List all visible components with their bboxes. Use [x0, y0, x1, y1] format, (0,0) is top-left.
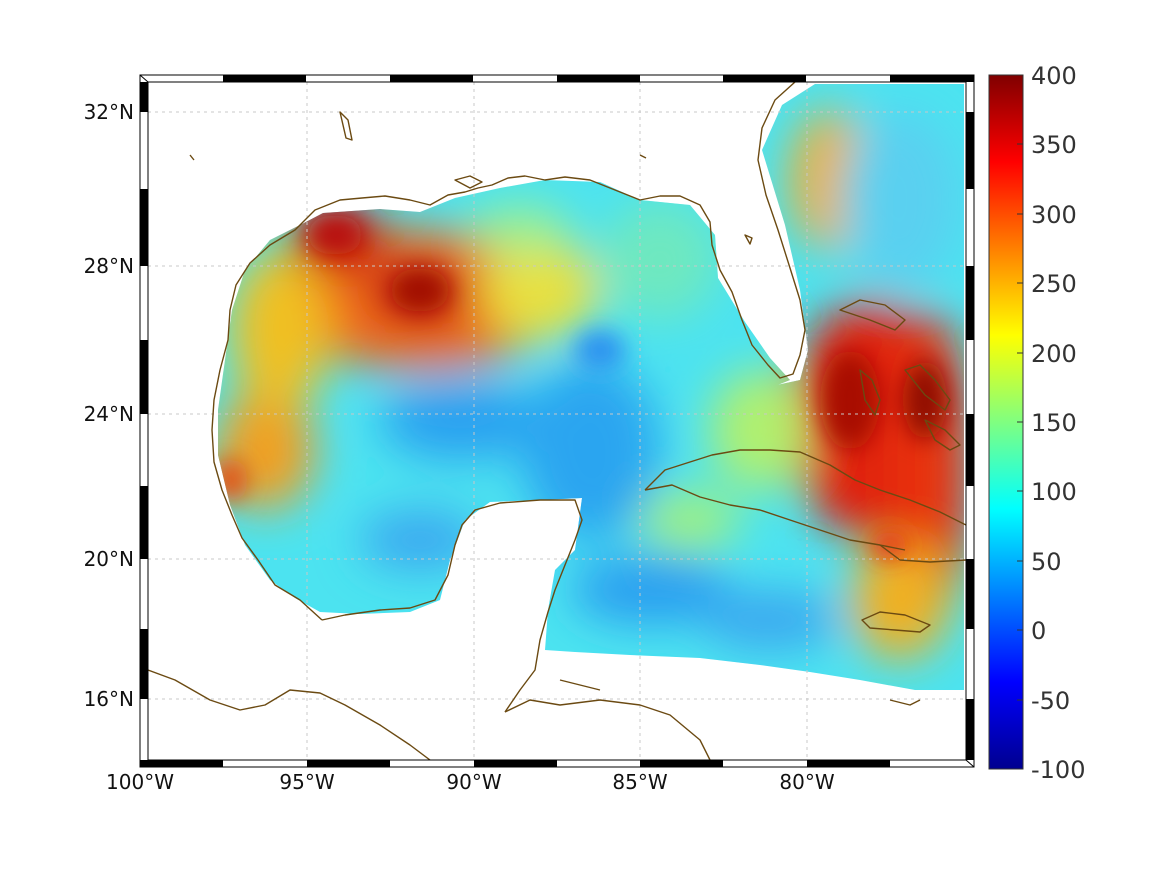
lon-tick-label: 90°W — [446, 770, 501, 794]
map-frame — [139, 74, 975, 768]
colorbar-tick-label: 0 — [1031, 617, 1046, 645]
lon-tick-labels: 100°W 95°W 90°W 85°W 80°W — [106, 770, 835, 794]
grid-lines — [148, 82, 966, 760]
colorbar-tick-label: 300 — [1031, 201, 1077, 229]
lat-tick-labels: 32°N 28°N 24°N 20°N 16°N — [84, 100, 134, 711]
coastlines — [148, 82, 966, 760]
colorbar-tick-label: 100 — [1031, 478, 1077, 506]
colorbar-tick-label: 400 — [1031, 62, 1077, 90]
colorbar-tick-marks — [1017, 143, 1023, 701]
lon-tick-label: 85°W — [612, 770, 667, 794]
lat-tick-label: 28°N — [84, 254, 134, 278]
colorbar-tick-labels: 400 350 300 250 200 150 100 50 0 -50 -10… — [1031, 62, 1085, 784]
colorbar: 400 350 300 250 200 150 100 50 0 -50 -10… — [988, 62, 1085, 784]
lon-tick-label: 95°W — [279, 770, 334, 794]
colorbar-tick-label: 350 — [1031, 131, 1077, 159]
colorbar-tick-label: 50 — [1031, 548, 1062, 576]
lat-tick-label: 20°N — [84, 547, 134, 571]
lat-tick-label: 32°N — [84, 100, 134, 124]
colorbar-tick-label: -100 — [1031, 756, 1085, 784]
colorbar-tick-label: 200 — [1031, 340, 1077, 368]
colorbar-tick-label: -50 — [1031, 687, 1070, 715]
lat-tick-label: 16°N — [84, 687, 134, 711]
lon-tick-label: 80°W — [779, 770, 834, 794]
lon-tick-label: 100°W — [106, 770, 174, 794]
colorbar-tick-label: 150 — [1031, 409, 1077, 437]
colorbar-tick-label: 250 — [1031, 270, 1077, 298]
lat-tick-label: 24°N — [84, 402, 134, 426]
